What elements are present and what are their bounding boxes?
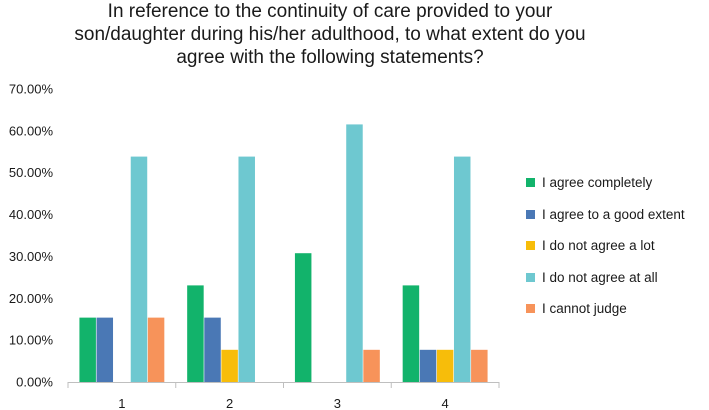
x-tick-label: 2 [226,396,233,410]
bar [130,156,148,382]
bar [96,317,114,382]
legend: I agree completely I agree to a good exte… [526,172,685,330]
y-tick-label: 40.00% [9,207,54,222]
bar [363,349,380,382]
bar [294,253,312,382]
bar [238,156,255,382]
legend-label: I do not agree at all [542,269,658,285]
bar [79,317,96,382]
bar [419,349,437,382]
y-tick-label: 50.00% [9,165,54,180]
legend-label: I do not agree a lot [542,238,655,253]
bar [221,349,238,382]
bar [187,285,204,382]
y-tick-label: 70.00% [9,82,54,97]
legend-swatch [526,272,535,282]
x-tick-label: 4 [442,396,449,410]
legend-item: I agree to a good extent [526,204,685,225]
legend-swatch [526,241,535,250]
x-tick-label: 3 [334,396,341,410]
chart-title-line-2: son/daughter during his/her adulthood, t… [74,24,586,45]
y-tick-label: 10.00% [9,333,54,348]
bar [453,156,471,382]
legend-item: I cannot judge [526,298,685,319]
bar [204,317,221,382]
legend-item: I do not agree at all [526,267,685,288]
x-tick-label: 1 [118,396,125,410]
y-axis-labels: 0.00% 10.00% 20.00% 30.00% 40.00% 50.00% 60.00… [9,82,54,390]
chart-title: In reference to the continuity of care p… [40,0,620,69]
y-tick-label: 60.00% [9,123,54,138]
legend-item: I do not agree a lot [526,235,685,256]
bar [471,349,488,382]
chart-title-line-3: agree with the following statements? [176,47,484,68]
y-tick-label: 0.00% [16,375,53,390]
x-axis: 1 2 3 4 [67,382,500,410]
legend-label: I cannot judge [542,301,627,316]
legend-swatch [526,209,535,219]
bar [402,285,420,382]
bar [147,317,165,382]
legend-label: I agree to a good extent [542,206,685,222]
chart-title-line-1: In reference to the continuity of care p… [107,1,553,22]
bar [346,124,363,383]
y-tick-label: 20.00% [9,291,54,306]
legend-swatch [526,178,535,187]
legend-item: I agree completely [526,172,685,193]
legend-swatch [526,304,535,313]
y-tick-label: 30.00% [9,249,54,264]
bar [436,349,454,382]
plot-area [79,124,488,383]
legend-label: I agree completely [542,175,653,190]
